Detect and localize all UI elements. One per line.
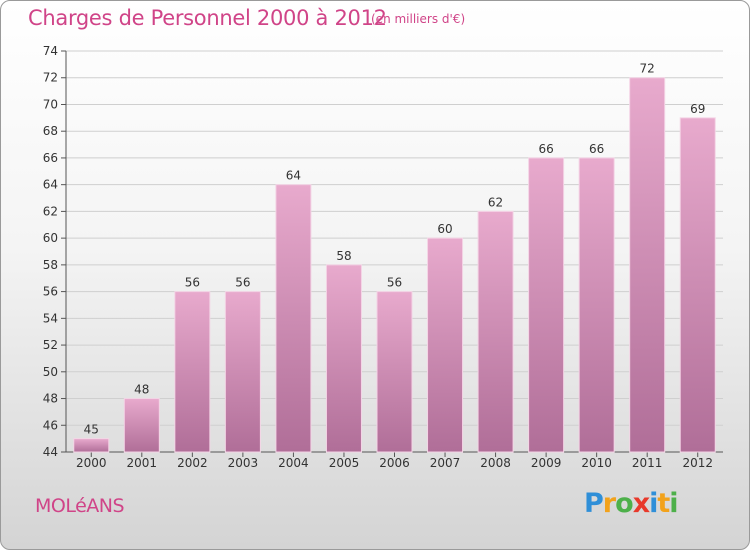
logo-letter: i: [669, 488, 678, 519]
y-tick-label: 68: [43, 124, 58, 138]
data-label: 69: [690, 102, 705, 116]
logo-letter: x: [632, 488, 650, 519]
data-label: 64: [286, 169, 301, 183]
y-tick-label: 54: [43, 311, 58, 325]
x-tick-label: 2011: [632, 456, 663, 470]
x-tick-label: 2002: [177, 456, 208, 470]
y-tick-label: 48: [43, 392, 58, 406]
x-tick-label: 2000: [76, 456, 107, 470]
x-tick-label: 2008: [480, 456, 511, 470]
data-label: 62: [488, 195, 503, 209]
y-tick-label: 64: [43, 178, 58, 192]
chart-title: Charges de Personnel 2000 à 2012: [28, 6, 387, 30]
y-tick-label: 56: [43, 285, 58, 299]
logo-letter: o: [615, 488, 634, 519]
data-label: 66: [589, 142, 604, 156]
data-label: 45: [84, 423, 99, 437]
bar: [578, 157, 615, 453]
bar: [123, 398, 160, 453]
x-tick-label: 2004: [278, 456, 309, 470]
x-axis-ticks: 2000 2001 2002 2003 2004 2005 2006 2007 2008 2009…: [76, 456, 713, 470]
bar: [275, 184, 312, 453]
data-label: 66: [538, 142, 553, 156]
bar: [477, 210, 514, 453]
bar: [325, 264, 362, 453]
x-tick-label: 2003: [228, 456, 259, 470]
y-tick-label: 46: [43, 418, 58, 432]
y-tick-label: 70: [43, 97, 58, 111]
bar: [629, 77, 666, 453]
data-label: 60: [437, 222, 452, 236]
x-tick-label: 2001: [127, 456, 158, 470]
x-tick-label: 2005: [329, 456, 360, 470]
data-labels: 45 48 56 56 64 58 56 60 62 66 66 72 69: [84, 62, 706, 437]
y-tick-label: 58: [43, 258, 58, 272]
x-tick-label: 2012: [682, 456, 713, 470]
bars: [73, 77, 716, 453]
bar: [174, 291, 211, 453]
data-label: 58: [336, 249, 351, 263]
bar: [528, 157, 565, 453]
data-label: 72: [640, 62, 655, 76]
y-tick-label: 50: [43, 365, 58, 379]
bar: [679, 117, 716, 453]
town-name: MOLéANS: [35, 495, 125, 517]
logo-letter: P: [584, 488, 604, 519]
data-label: 48: [134, 383, 149, 397]
y-tick-label: 52: [43, 338, 58, 352]
x-tick-label: 2010: [581, 456, 612, 470]
bar: [376, 291, 413, 453]
proxiti-logo: Proxiti: [584, 488, 679, 519]
y-tick-label: 66: [43, 151, 58, 165]
x-tick-label: 2006: [379, 456, 410, 470]
logo-letter: r: [602, 488, 616, 519]
y-tick-label: 72: [43, 71, 58, 85]
logo-letter: i: [649, 488, 658, 519]
bar: [224, 291, 261, 453]
y-tick-label: 44: [43, 445, 58, 459]
x-tick-label: 2009: [531, 456, 562, 470]
bar: [73, 438, 110, 453]
y-tick-label: 62: [43, 204, 58, 218]
data-label: 56: [185, 276, 200, 290]
y-axis-ticks: 44 46 48 50 52 54 56 58 60 62 64 66 68 70 72 74: [43, 44, 58, 459]
chart-subtitle: (en milliers d'€): [371, 12, 466, 26]
data-label: 56: [235, 276, 250, 290]
data-label: 56: [387, 276, 402, 290]
y-tick-label: 60: [43, 231, 58, 245]
y-tick-label: 74: [43, 44, 58, 58]
bar: [427, 237, 464, 453]
logo-letter: t: [657, 488, 670, 519]
x-tick-label: 2007: [430, 456, 461, 470]
